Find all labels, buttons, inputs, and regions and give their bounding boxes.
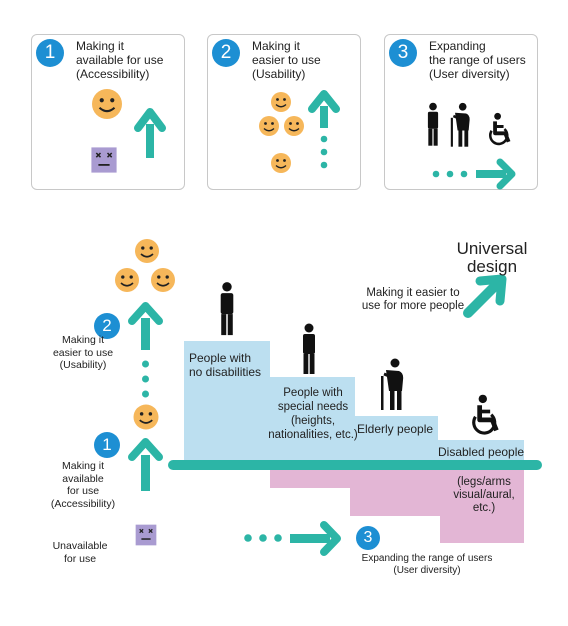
elderly-person-icon [449,101,471,148]
unavailable-face-icon [134,523,158,547]
universal-design-arrow-icon [463,274,507,318]
accessibility-number-badge: 1 [94,432,120,458]
person-icon [303,323,315,374]
accessibility-up-arrow-icon [128,438,163,491]
accessibility-label: Making it available for use (Accessibili… [50,460,116,510]
universal-design-title: Universal design [456,239,528,276]
universal-design-caption: Making it easier to use for more people [361,287,465,312]
smiley-icon [114,267,140,293]
disabled-label: Disabled people [438,445,525,459]
user-diversity-number-badge: 3 [356,526,380,550]
wheelchair-icon [488,110,511,146]
card-number-badge: 3 [389,39,417,67]
lower-stair-area [270,467,524,543]
dotted-up-arrow-icon [308,90,340,169]
person-icon [220,282,234,336]
user-diversity-label: Expanding the range of users (User diver… [361,553,493,576]
baseline-bar [168,460,542,470]
dotted-right-arrow-icon [432,158,516,190]
usability-up-arrow-icon [128,302,163,398]
elderly-label: Elderly people [357,422,434,436]
smiley-icon [270,152,292,174]
no-disabilities-label: People with no disabilities [189,351,262,379]
smiley-icon [150,267,176,293]
special-needs-label: People with special needs (heights, nati… [268,387,358,441]
wheelchair-icon [474,395,497,433]
elderly-person-icon [379,357,405,412]
disabled-detail-label: (legs/arms visual/aural, etc.) [453,476,515,514]
unavailable-face-icon [90,146,118,174]
card-number-badge: 2 [212,39,240,67]
up-arrow-icon [134,108,166,158]
person-icon [427,102,439,146]
unavailable-label: Unavailable for use [52,540,108,565]
usability-label: Making it easier to use (Usability) [52,334,114,371]
smiley-icon [270,91,292,113]
upper-stair-area [184,341,524,462]
smiley-icon [132,403,160,431]
card-number-badge: 1 [36,39,64,67]
smiley-icon [90,87,124,121]
usability-number-badge: 2 [94,313,120,339]
user-diversity-arrow-icon [244,521,341,556]
card-title: Expanding the range of users (User diver… [429,39,526,81]
smiley-icon [134,238,160,264]
card-user-diversity: 3 Expanding the range of users (User div… [384,34,538,190]
card-title: Making it easier to use (Usability) [252,39,321,81]
card-title: Making it available for use (Accessibili… [76,39,164,81]
smiley-icon [283,115,305,137]
smiley-icon [258,115,280,137]
